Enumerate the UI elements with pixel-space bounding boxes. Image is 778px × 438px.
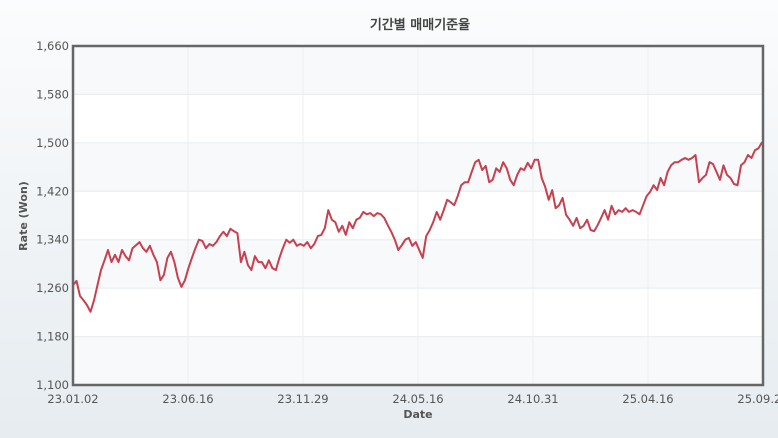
y-tick-label: 1,260	[36, 281, 69, 295]
rate-series-line	[72, 141, 763, 313]
y-axis-label: Rate (Won)	[17, 181, 30, 251]
x-tick-label: 25.09.29	[737, 392, 778, 406]
x-tick-label: 25.04.16	[622, 392, 673, 406]
y-tick-label: 1,580	[36, 87, 69, 101]
x-tick-label: 23.06.16	[162, 392, 213, 406]
y-tick-label: 1,500	[36, 136, 69, 150]
y-tick-label: 1,100	[36, 378, 69, 392]
y-tick-label: 1,660	[36, 39, 69, 53]
x-axis-label: Date	[403, 408, 432, 421]
x-tick-label: 23.11.29	[277, 392, 328, 406]
y-tick-label: 1,180	[36, 330, 69, 344]
y-tick-label: 1,420	[36, 184, 69, 198]
chart-title: 기간별 매매기준율	[370, 17, 470, 33]
x-tick-label: 24.10.31	[507, 392, 558, 406]
plot-frame	[71, 44, 765, 387]
x-tick-label: 24.05.16	[392, 392, 443, 406]
y-tick-label: 1,340	[36, 233, 69, 247]
x-tick-label: 23.01.02	[47, 392, 98, 406]
